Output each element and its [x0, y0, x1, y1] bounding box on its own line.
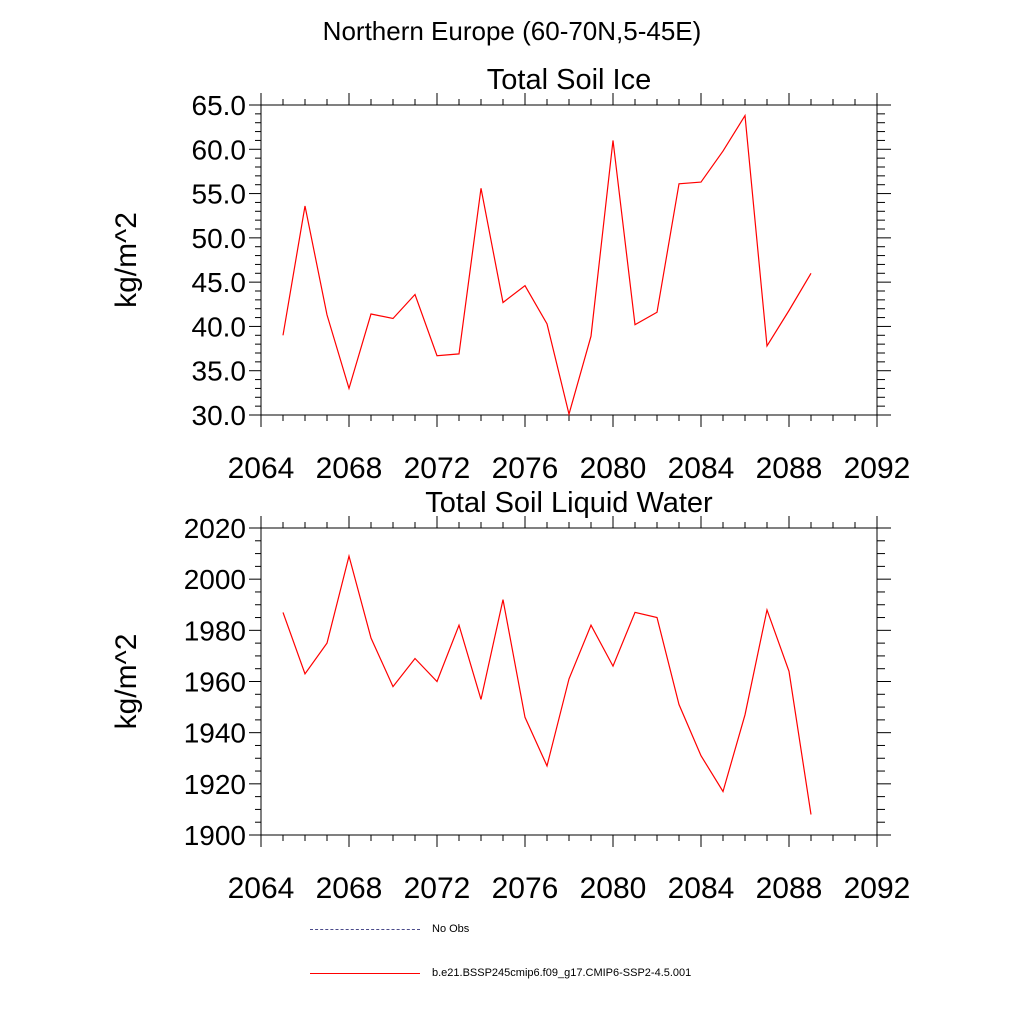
- ice-series-line-0: [282, 113, 812, 417]
- ice-y-axis-label: kg/m^2: [110, 212, 143, 308]
- ice-xtick-label: 2068: [316, 452, 383, 485]
- ice-ytick-label: 30.0: [192, 400, 247, 431]
- liquid-xtick-label: 2068: [316, 872, 383, 905]
- liquid-xtick-label: 2064: [228, 872, 295, 905]
- liquid-xtick-label: 2088: [756, 872, 823, 905]
- ice-xtick-label: 2088: [756, 452, 823, 485]
- liquid-ytick-label: 1940: [184, 718, 246, 749]
- liquid-xtick-label: 2076: [492, 872, 559, 905]
- ice-ytick-label: 50.0: [192, 223, 247, 254]
- liquid-ytick-label: 2000: [184, 564, 246, 595]
- legend-entry-no-obs: No Obs: [310, 923, 810, 937]
- ice-xtick-label: 2072: [404, 452, 471, 485]
- ice-xtick-label: 2064: [228, 452, 295, 485]
- liquid-ytick-label: 1920: [184, 769, 246, 800]
- liquid-xtick-label: 2072: [404, 872, 471, 905]
- figure-supertitle: Northern Europe (60-70N,5-45E): [322, 16, 702, 46]
- legend-swatch-model: [310, 973, 420, 974]
- ice-ytick-label: 55.0: [192, 179, 247, 210]
- liquid-xtick-label: 2084: [668, 872, 735, 905]
- liquid-ytick-label: 1980: [184, 615, 246, 646]
- ice-plot-frame: [260, 104, 878, 416]
- ice-panel-title: Total Soil Ice: [487, 64, 651, 96]
- liquid-ytick-label: 2020: [184, 513, 246, 544]
- legend-entry-model: b.e21.BSSP245cmip6.f09_g17.CMIP6-SSP2-4.…: [310, 967, 810, 981]
- liquid-ytick-label: 1900: [184, 820, 246, 851]
- ice-ytick-label: 40.0: [192, 311, 247, 342]
- ice-xtick-label: 2084: [668, 452, 735, 485]
- legend-swatch-no-obs: [310, 929, 420, 930]
- ice-xtick-label: 2076: [492, 452, 559, 485]
- liquid-series-line-0: [282, 553, 812, 815]
- ice-ytick-label: 35.0: [192, 356, 247, 387]
- ice-ytick-label: 45.0: [192, 267, 247, 298]
- ice-ytick-label: 60.0: [192, 134, 247, 165]
- liquid-panel-title: Total Soil Liquid Water: [425, 487, 713, 519]
- liquid-ytick-label: 1960: [184, 667, 246, 698]
- legend-label-no-obs: No Obs: [432, 923, 470, 935]
- ice-ytick-label: 65.0: [192, 90, 247, 121]
- legend-label-model: b.e21.BSSP245cmip6.f09_g17.CMIP6-SSP2-4.…: [432, 967, 692, 979]
- liquid-y-axis-label: kg/m^2: [110, 634, 143, 730]
- liquid-xtick-label: 2092: [844, 872, 911, 905]
- liquid-xtick-label: 2080: [580, 872, 647, 905]
- ice-xtick-label: 2080: [580, 452, 647, 485]
- ice-xtick-label: 2092: [844, 452, 911, 485]
